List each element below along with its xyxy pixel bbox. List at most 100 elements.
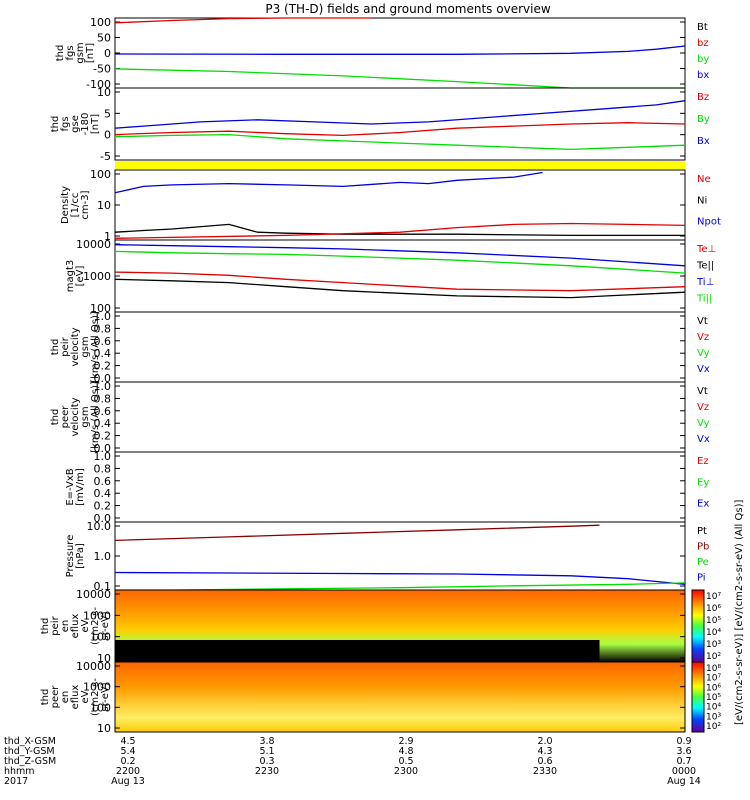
colorbar xyxy=(691,589,705,663)
legend-entry: Ne xyxy=(697,174,711,185)
colorbar-tick-label: 10⁶ xyxy=(706,604,721,614)
y-tick-label: 0.6 xyxy=(94,475,112,488)
heatmap-fill xyxy=(115,662,685,732)
colorbar-tick-label: 10⁵ xyxy=(706,693,721,703)
y-axis-label: gsm xyxy=(80,406,91,427)
x-axis-row-value: 5.4 xyxy=(120,746,135,757)
x-axis-row-value: Aug 13 xyxy=(111,776,145,787)
heatmap-low-band xyxy=(115,640,600,662)
y-axis-label: Pressure xyxy=(65,535,76,578)
panel-frame xyxy=(114,661,686,733)
x-axis-labels: thd_X-GSM 4.5 3.8 2.9 2.0 0.9 thd_Y-GSM 5.4 5.1 4… xyxy=(4,736,701,787)
x-axis-row-value: 5.1 xyxy=(259,746,274,757)
y-axis-label: thd xyxy=(40,689,51,706)
y-tick-label: 0.0 xyxy=(94,372,112,385)
figure-title: P3 (TH-D) fields and ground moments over… xyxy=(265,2,550,16)
colorbar-tick-label: 10⁴ xyxy=(706,628,721,638)
legend-entry: Pi xyxy=(697,573,706,584)
y-axis-label: thd xyxy=(55,45,66,62)
y-tick-label: -100 xyxy=(86,78,111,91)
series-line-bz xyxy=(114,17,372,24)
x-axis-row-value: 0000 xyxy=(672,766,696,777)
y-axis-label: E=-VxB xyxy=(65,468,76,505)
legend-entry: Te|| xyxy=(696,261,714,272)
y-axis-label: -180 xyxy=(80,113,91,136)
panel-5: 1.00.80.60.40.20.0 thd peir velocity gsm [km/… xyxy=(50,310,710,385)
y-axis-label: fgs xyxy=(65,45,76,60)
legend-entry: Pe xyxy=(697,557,709,568)
y-axis-label: velocity xyxy=(70,327,81,366)
panel-3: 100 10 1 Density [1/cc cm-3] Ne Ni Npot xyxy=(60,168,721,243)
y-axis-label: sr-eV) xyxy=(100,682,111,711)
y-axis-label: en xyxy=(60,691,71,704)
y-tick-label: 1.0 xyxy=(94,310,112,323)
y-axis-label: (cm2-s- xyxy=(90,607,101,645)
series-line-npot xyxy=(114,171,543,194)
colorbar-tick-label: 10⁴ xyxy=(706,703,721,713)
y-tick-label: 1.0 xyxy=(94,380,112,393)
x-axis-row-value: 0.5 xyxy=(398,756,413,767)
legend-entry: Vz xyxy=(697,332,709,343)
y-tick-label: 50 xyxy=(97,32,111,45)
legend-entry: by xyxy=(697,54,709,65)
y-tick-label: 100 xyxy=(90,16,111,29)
y-tick-label: 0.4 xyxy=(94,417,112,430)
colorbar-tick-label: 10² xyxy=(706,652,721,662)
series-line-ne xyxy=(114,222,686,239)
y-axis-label: thd xyxy=(50,116,61,133)
legend-entry: Vt xyxy=(697,316,708,327)
legend-entry: Vz xyxy=(697,402,709,413)
x-axis-row-value: Aug 14 xyxy=(667,776,701,787)
y-axis-label: peer xyxy=(60,405,71,429)
y-tick-label: 10000 xyxy=(76,660,111,673)
y-axis-label: eflux xyxy=(70,685,81,710)
y-axis-label: en xyxy=(60,620,71,633)
y-tick-label: 0.6 xyxy=(94,405,112,418)
colorbar-tick-label: 10³ xyxy=(706,640,721,650)
series-line-bx xyxy=(114,45,686,55)
y-axis-label: [mV/m] xyxy=(75,468,86,506)
y-axis-label: Density xyxy=(60,186,71,224)
y-axis-label: [nT] xyxy=(90,114,101,134)
series-line-by xyxy=(114,68,685,89)
legend-entry: bz xyxy=(697,38,709,49)
legend-entry: Te⊥ xyxy=(696,244,716,255)
colorbar xyxy=(691,661,705,733)
y-axis-label: thd xyxy=(50,409,61,426)
x-axis-row-value: 0.6 xyxy=(537,756,552,767)
y-axis-label: magt3 xyxy=(65,260,76,293)
colorbar-tick-label: 10⁸ xyxy=(706,664,721,674)
y-axis-label: sr-eV) xyxy=(100,611,111,640)
y-tick-label: 1000 xyxy=(83,609,111,622)
x-axis-row-value: 2200 xyxy=(116,766,140,777)
y-axis-label: [km/s (All Qs)] xyxy=(90,311,101,383)
panel-8: 10.0 1.0 0.1 Pressure [nPa] Pt Pb Pe Pi xyxy=(65,520,709,593)
y-tick-label: 10 xyxy=(97,199,111,212)
series-line-bx xyxy=(114,100,686,129)
x-axis-row-value: 2230 xyxy=(255,766,279,777)
y-tick-label: -50 xyxy=(93,63,111,76)
y-tick-label: 0 xyxy=(104,129,111,142)
legend-entry: Vx xyxy=(697,364,710,375)
y-tick-label: 1.0 xyxy=(94,450,112,463)
y-tick-label: -5 xyxy=(100,150,111,163)
x-axis-row-value: 0.3 xyxy=(259,756,274,767)
y-tick-label: 10.0 xyxy=(87,520,112,533)
y-tick-label: 0.0 xyxy=(94,512,112,525)
x-axis-row-value: 0.7 xyxy=(676,756,691,767)
legend-entry: Bx xyxy=(697,136,710,147)
series-line-pi xyxy=(114,571,686,585)
series-line-ni xyxy=(114,223,685,237)
panel-2: 10 5 0 -5 thd fgs gse -180 [nT] Bz By Bx xyxy=(50,86,710,163)
series-line-te xyxy=(114,278,686,299)
y-axis-label: [nPa] xyxy=(75,543,86,569)
y-tick-label: 10 xyxy=(97,652,111,665)
flag-bar xyxy=(115,161,685,169)
y-axis-label: peir xyxy=(50,615,61,635)
x-axis-row-value: 2.9 xyxy=(398,736,413,747)
x-axis-row-value: 3.6 xyxy=(676,746,691,757)
legend-entry: Bt xyxy=(697,22,708,33)
